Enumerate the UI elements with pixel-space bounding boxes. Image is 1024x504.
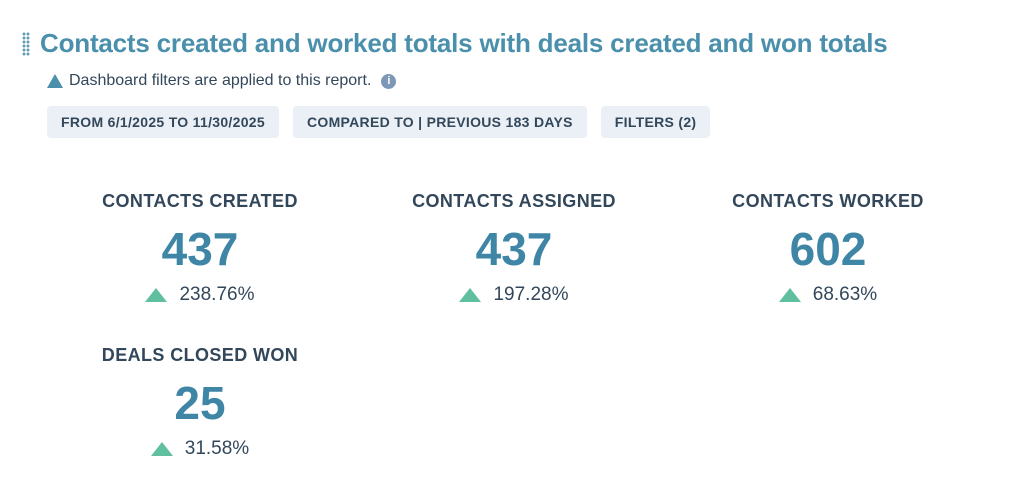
kpi-value: 602 [789, 223, 867, 275]
kpi-label: CONTACTS ASSIGNED [412, 191, 616, 211]
kpi-change: 238.76% [50, 284, 350, 306]
kpi-change-value: 68.63% [812, 284, 878, 305]
kpi-deals-closed-won: DEALS CLOSED WON 25 31.58% [50, 345, 350, 460]
arrow-up-icon [145, 288, 168, 302]
report-title: Contacts created and worked totals with … [40, 28, 888, 58]
info-icon[interactable]: i [381, 73, 397, 89]
drag-handle-icon[interactable] [22, 31, 30, 56]
kpi-change-value: 197.28% [493, 284, 569, 305]
kpi-change-value: 238.76% [179, 284, 255, 305]
kpi-label: CONTACTS CREATED [102, 191, 298, 211]
kpi-value: 437 [161, 223, 239, 275]
kpi-change: 68.63% [678, 284, 978, 306]
kpi-label: DEALS CLOSED WON [101, 345, 299, 365]
kpi-contacts-assigned: CONTACTS ASSIGNED 437 197.28% [364, 191, 664, 306]
arrow-up-icon [150, 442, 173, 456]
report-header: Contacts created and worked totals with … [22, 28, 888, 59]
date-range-chip[interactable]: FROM 6/1/2025 TO 11/30/2025 [47, 106, 279, 138]
kpi-label: CONTACTS WORKED [732, 191, 924, 211]
comparison-chip[interactable]: COMPARED TO | PREVIOUS 183 DAYS [292, 106, 587, 138]
warning-icon [47, 74, 63, 88]
arrow-up-icon [778, 288, 801, 302]
filter-chips: FROM 6/1/2025 TO 11/30/2025 COMPARED TO … [47, 106, 711, 138]
kpi-contacts-worked: CONTACTS WORKED 602 68.63% [678, 191, 978, 306]
kpi-value: 437 [475, 223, 553, 275]
kpi-contacts-created: CONTACTS CREATED 437 238.76% [50, 191, 350, 306]
kpi-change-value: 31.58% [184, 438, 250, 459]
filters-chip[interactable]: FILTERS (2) [600, 106, 711, 138]
filters-notice: Dashboard filters are applied to this re… [47, 72, 397, 90]
notice-text: Dashboard filters are applied to this re… [69, 72, 372, 89]
kpi-value: 25 [174, 377, 226, 429]
kpi-change: 197.28% [364, 284, 664, 306]
kpi-change: 31.58% [50, 438, 350, 460]
arrow-up-icon [459, 288, 482, 302]
